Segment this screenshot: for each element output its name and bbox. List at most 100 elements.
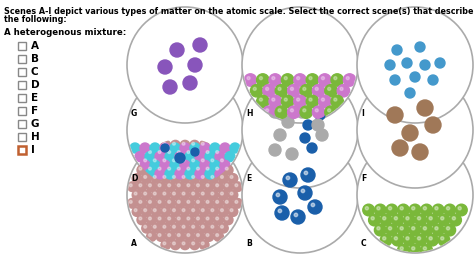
Circle shape	[225, 167, 228, 170]
Circle shape	[242, 72, 358, 188]
Circle shape	[205, 169, 215, 179]
Circle shape	[269, 95, 282, 108]
Circle shape	[137, 182, 146, 191]
Text: D: D	[131, 174, 137, 183]
Circle shape	[423, 247, 427, 250]
Circle shape	[438, 234, 450, 246]
Circle shape	[180, 223, 190, 233]
Circle shape	[427, 214, 438, 226]
Circle shape	[173, 176, 175, 178]
Circle shape	[190, 223, 200, 233]
Circle shape	[148, 150, 151, 153]
Circle shape	[190, 174, 200, 183]
Circle shape	[331, 95, 343, 108]
Circle shape	[225, 184, 228, 187]
Circle shape	[134, 209, 137, 212]
Circle shape	[230, 209, 233, 212]
Circle shape	[374, 224, 386, 236]
Circle shape	[195, 232, 204, 241]
Circle shape	[144, 159, 146, 162]
Circle shape	[250, 84, 263, 97]
Circle shape	[132, 190, 142, 200]
Circle shape	[447, 207, 450, 210]
Circle shape	[428, 75, 438, 85]
Circle shape	[156, 165, 166, 175]
Circle shape	[357, 137, 473, 253]
Bar	[18, 146, 26, 154]
Circle shape	[315, 87, 318, 90]
Circle shape	[185, 199, 195, 208]
Circle shape	[128, 182, 137, 191]
Circle shape	[191, 225, 195, 228]
Circle shape	[209, 207, 219, 216]
Circle shape	[244, 74, 256, 86]
Circle shape	[458, 207, 461, 210]
Bar	[18, 94, 26, 102]
Circle shape	[182, 192, 185, 195]
Circle shape	[346, 77, 349, 80]
Circle shape	[195, 165, 204, 175]
Circle shape	[392, 234, 403, 246]
Circle shape	[197, 184, 200, 187]
Circle shape	[165, 169, 175, 179]
Circle shape	[151, 207, 161, 216]
Circle shape	[427, 234, 438, 246]
Circle shape	[288, 106, 300, 118]
Circle shape	[182, 176, 185, 178]
Circle shape	[220, 143, 230, 153]
Circle shape	[325, 84, 337, 97]
Circle shape	[321, 77, 325, 80]
Circle shape	[321, 98, 325, 101]
Circle shape	[334, 98, 337, 101]
Circle shape	[357, 7, 473, 123]
Circle shape	[392, 140, 408, 156]
Circle shape	[282, 116, 294, 128]
Circle shape	[441, 217, 444, 220]
Circle shape	[151, 157, 161, 167]
Circle shape	[385, 60, 395, 70]
Circle shape	[200, 140, 209, 150]
Circle shape	[388, 227, 392, 230]
Circle shape	[432, 204, 444, 216]
Circle shape	[206, 217, 209, 220]
Circle shape	[272, 98, 275, 101]
Circle shape	[165, 152, 175, 162]
Circle shape	[206, 184, 209, 187]
Circle shape	[161, 223, 171, 233]
Circle shape	[230, 176, 233, 178]
Circle shape	[435, 207, 438, 210]
Circle shape	[144, 209, 146, 212]
Circle shape	[161, 240, 171, 250]
Circle shape	[269, 144, 281, 156]
Circle shape	[432, 224, 444, 236]
Circle shape	[146, 215, 156, 225]
Text: A heterogenous mixture:: A heterogenous mixture:	[4, 28, 126, 37]
Circle shape	[219, 223, 228, 233]
Circle shape	[163, 192, 166, 195]
Circle shape	[129, 200, 132, 203]
Circle shape	[163, 159, 166, 162]
Circle shape	[374, 204, 386, 216]
Circle shape	[171, 174, 180, 183]
Circle shape	[177, 150, 180, 153]
Circle shape	[312, 84, 325, 97]
Circle shape	[429, 237, 432, 240]
Circle shape	[269, 106, 281, 118]
Circle shape	[156, 182, 166, 191]
Circle shape	[420, 60, 430, 70]
Circle shape	[201, 142, 204, 145]
Circle shape	[127, 137, 243, 253]
Circle shape	[215, 169, 225, 179]
Circle shape	[309, 77, 312, 80]
Circle shape	[256, 74, 269, 86]
Circle shape	[223, 165, 233, 175]
Text: B: B	[31, 54, 39, 64]
Circle shape	[195, 152, 205, 162]
Circle shape	[301, 189, 305, 193]
Circle shape	[197, 200, 200, 203]
Circle shape	[272, 77, 275, 80]
Circle shape	[171, 207, 180, 216]
Circle shape	[304, 171, 308, 175]
Circle shape	[163, 142, 166, 145]
Circle shape	[183, 76, 197, 90]
